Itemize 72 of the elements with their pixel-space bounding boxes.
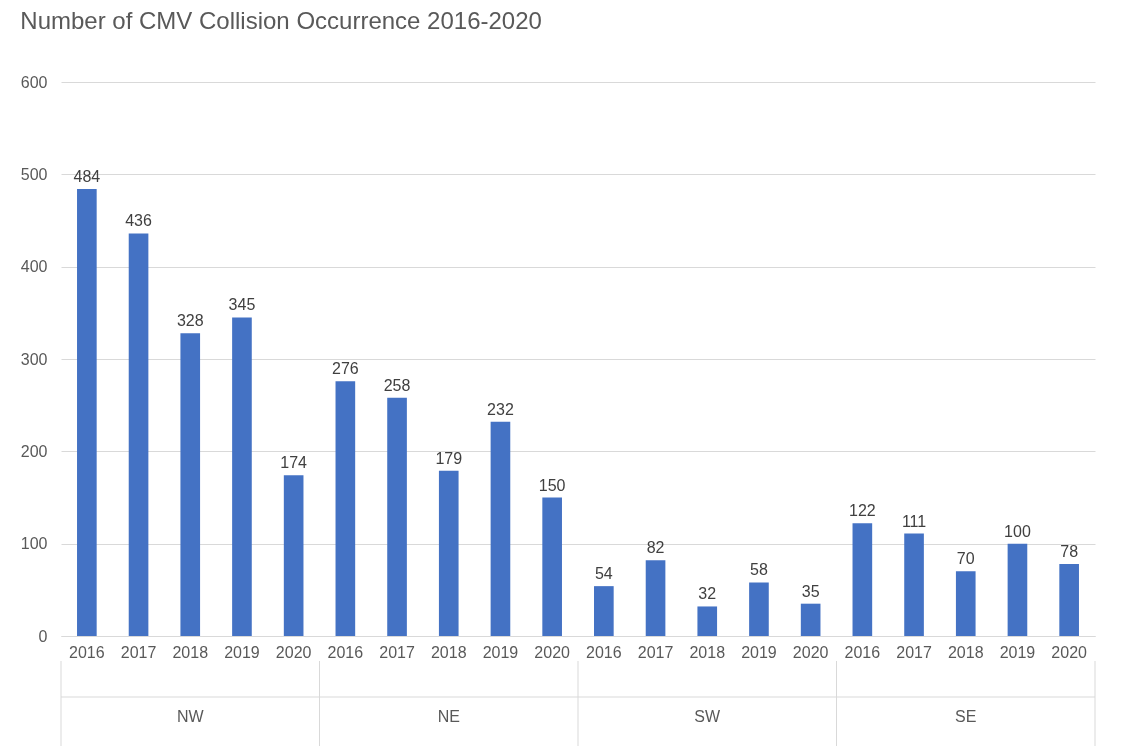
- bar: [852, 523, 873, 636]
- x-tick-label: 2020: [534, 643, 571, 661]
- x-tick-label: 2017: [379, 643, 415, 661]
- y-tick-label: 600: [20, 73, 48, 91]
- y-tick-label: 100: [20, 535, 48, 553]
- bar: [542, 497, 562, 636]
- x-tick-label: 2018: [689, 643, 726, 661]
- x-tick-label: 2020: [275, 643, 312, 661]
- text: SW: [694, 708, 722, 725]
- data-label: 32: [698, 585, 717, 603]
- y-tick-label: 200: [20, 442, 48, 460]
- bar: [749, 582, 769, 636]
- data-label: 54: [594, 565, 613, 583]
- bar: [594, 586, 614, 636]
- data-label: 150: [538, 476, 566, 494]
- data-label: 276: [332, 360, 359, 378]
- bar: [335, 381, 356, 636]
- data-label: 232: [487, 400, 514, 418]
- x-tick-label: 2016: [69, 643, 105, 661]
- bar: [128, 233, 149, 636]
- data-label: 174: [280, 454, 308, 472]
- bar: [955, 571, 976, 636]
- x-tick-label: 2018: [430, 643, 467, 661]
- x-tick-label: 2020: [792, 643, 829, 661]
- bar: [77, 189, 97, 636]
- x-tick-label: 2017: [637, 643, 674, 661]
- bar: [438, 470, 459, 636]
- data-label: 328: [176, 312, 204, 330]
- x-tick-label: 2019: [482, 643, 519, 661]
- data-label: 70: [956, 550, 975, 568]
- text: SE: [955, 708, 977, 725]
- bar: [283, 475, 304, 636]
- bar: [645, 560, 666, 636]
- y-tick-label: 500: [20, 165, 48, 183]
- x-tick-label: 2018: [172, 643, 209, 661]
- y-tick-label: 0: [38, 627, 48, 645]
- data-label: 82: [646, 539, 665, 557]
- data-label: 35: [801, 582, 820, 600]
- x-tick-label: 2017: [896, 643, 932, 661]
- data-label: 345: [228, 296, 256, 314]
- text: NW: [176, 708, 205, 725]
- data-label: 179: [435, 449, 463, 467]
- y-tick-label: 400: [20, 258, 48, 276]
- bar: [904, 533, 924, 636]
- x-tick-label: 2019: [999, 643, 1036, 661]
- data-label: 58: [750, 561, 768, 579]
- bar: [180, 333, 201, 636]
- bar: [387, 397, 407, 636]
- bar: [697, 606, 718, 636]
- data-label: 436: [125, 212, 152, 230]
- x-tick-label: 2018: [947, 643, 984, 661]
- x-tick-label: 2019: [741, 643, 777, 661]
- x-tick-label: 2017: [120, 643, 157, 661]
- data-label: 122: [849, 502, 876, 520]
- x-tick-label: 2019: [224, 643, 260, 661]
- x-tick-label: 2020: [1051, 643, 1088, 661]
- data-label: 484: [73, 168, 101, 186]
- x-tick-label: 2016: [586, 643, 622, 661]
- chart-title: Number of CMV Collision Occurrence 2016-2020: [20, 7, 542, 34]
- bar: [1059, 563, 1079, 636]
- y-tick-label: 300: [20, 350, 48, 368]
- bar: [232, 317, 252, 636]
- x-tick-label: 2016: [327, 643, 364, 661]
- text: NE: [437, 708, 460, 725]
- data-label: 258: [383, 376, 411, 394]
- x-tick-label: 2016: [844, 643, 881, 661]
- data-label: 100: [1004, 522, 1031, 540]
- bar: [800, 603, 821, 636]
- data-label: 78: [1060, 542, 1079, 560]
- bar: [1007, 543, 1028, 636]
- bar: [490, 421, 511, 636]
- data-label: 111: [901, 512, 927, 530]
